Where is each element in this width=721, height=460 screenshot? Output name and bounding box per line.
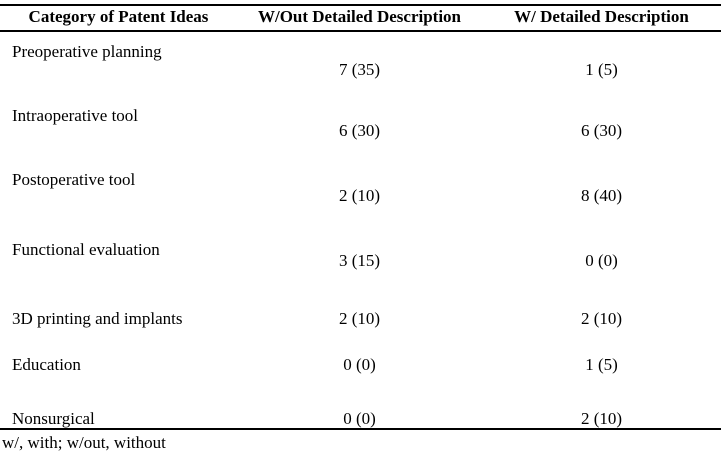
- table-row: Preoperative planning 7 (35) 1 (5): [0, 32, 721, 96]
- table-bottom-rule: [0, 428, 721, 430]
- value-with-cell: 1 (5): [585, 60, 618, 79]
- value-with-cell: 6 (30): [580, 121, 623, 140]
- value-with-cell: 8 (40): [580, 186, 623, 205]
- category-cell: 3D printing and implants: [12, 309, 183, 328]
- value-without-cell: 0 (0): [343, 355, 376, 374]
- category-cell: Postoperative tool: [12, 170, 136, 189]
- table-header-rule: [0, 30, 721, 32]
- value-without-cell: 2 (10): [338, 186, 381, 205]
- table-row: Education 0 (0) 1 (5): [0, 349, 721, 403]
- value-with-cell: 2 (10): [580, 309, 623, 328]
- table-row: Intraoperative tool 6 (30) 6 (30): [0, 96, 721, 160]
- value-with-cell: 0 (0): [585, 251, 618, 270]
- header-category-column: Category of Patent Ideas: [28, 7, 209, 26]
- category-cell: Preoperative planning: [12, 42, 162, 61]
- category-cell: Functional evaluation: [12, 240, 160, 259]
- value-with-cell: 2 (10): [580, 409, 623, 428]
- value-with-cell: 1 (5): [585, 355, 618, 374]
- header-without-description-column: W/Out Detailed Description: [257, 7, 462, 26]
- table-body: Preoperative planning 7 (35) 1 (5) Intra…: [0, 32, 721, 429]
- table-row: Functional evaluation 3 (15) 0 (0): [0, 230, 721, 303]
- value-without-cell: 6 (30): [338, 121, 381, 140]
- category-cell: Intraoperative tool: [12, 106, 139, 125]
- table-row: Nonsurgical 0 (0) 2 (10): [0, 403, 721, 429]
- value-without-cell: 0 (0): [343, 409, 376, 428]
- header-with-description-column: W/ Detailed Description: [514, 7, 689, 26]
- table-top-rule: [0, 4, 721, 6]
- value-without-cell: 3 (15): [338, 251, 381, 270]
- table-row: Postoperative tool 2 (10) 8 (40): [0, 160, 721, 230]
- table-footnote: w/, with; w/out, without: [2, 433, 166, 452]
- category-cell: Education: [12, 355, 81, 374]
- table-header-row: Category of Patent Ideas W/Out Detailed …: [0, 7, 721, 27]
- value-without-cell: 2 (10): [338, 309, 381, 328]
- table-row: 3D printing and implants 2 (10) 2 (10): [0, 303, 721, 349]
- value-without-cell: 7 (35): [338, 60, 381, 79]
- category-cell: Nonsurgical: [12, 409, 95, 428]
